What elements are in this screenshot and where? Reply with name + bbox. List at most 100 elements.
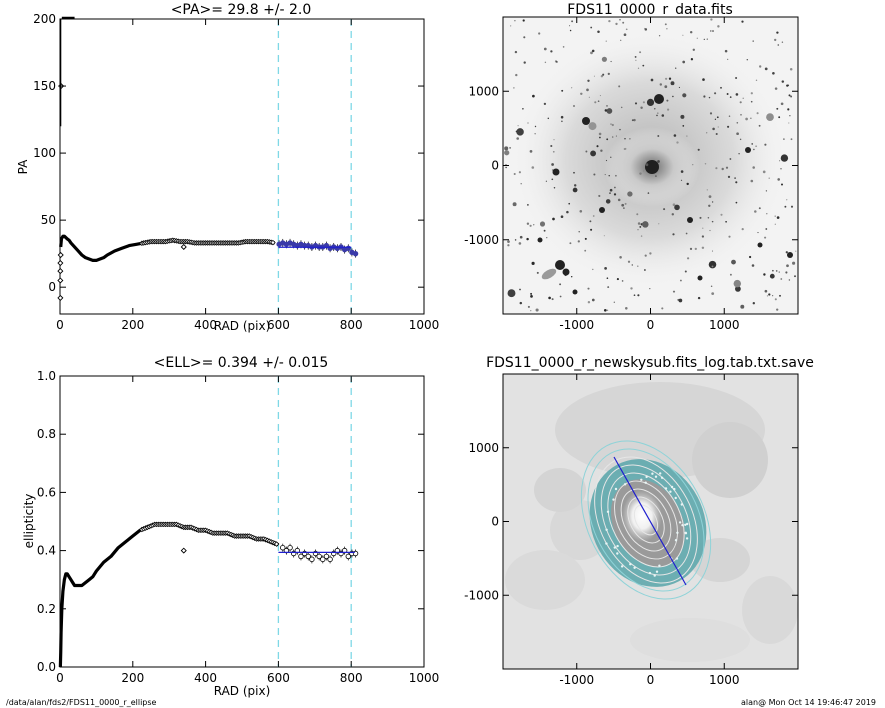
img2-speck — [664, 487, 668, 490]
img1-star — [706, 132, 708, 134]
img2-speck — [644, 481, 647, 484]
img1-star — [715, 132, 718, 136]
ell-xtick-label: 200 — [121, 671, 144, 685]
img1-star — [517, 125, 519, 127]
img2-speck — [606, 510, 610, 513]
img1-star — [650, 78, 654, 82]
img1-star — [790, 205, 794, 208]
img1-star — [606, 277, 609, 280]
img1-xtick-label: -1000 — [559, 318, 594, 332]
img1-star — [740, 304, 745, 309]
img1-star — [738, 152, 740, 155]
ell-xtick-label: 1000 — [409, 671, 440, 685]
img2-speck — [605, 528, 608, 531]
img1-star — [644, 254, 647, 257]
img1-star — [697, 148, 700, 151]
img1-star — [768, 177, 770, 179]
mask-blob — [505, 550, 585, 610]
img1-star — [602, 73, 605, 76]
img1-star — [630, 287, 633, 290]
img1-star — [659, 83, 663, 86]
img1-star — [692, 164, 694, 166]
img1-star — [772, 269, 774, 272]
img2-speck — [648, 571, 652, 575]
img1-star — [673, 134, 677, 137]
ell-outlier-point — [180, 547, 187, 554]
img1-bright-star — [555, 260, 565, 270]
img1-star — [742, 97, 744, 99]
img2-speck — [658, 564, 661, 567]
img1-star — [664, 85, 668, 89]
img1-star — [781, 41, 784, 43]
ell-ytick-label: 0.0 — [37, 660, 56, 674]
img1-star — [731, 259, 736, 265]
img1-star — [526, 237, 529, 241]
img1-star — [661, 307, 664, 310]
img1-star — [699, 216, 702, 219]
mask-blob — [692, 422, 768, 498]
img1-star — [692, 48, 695, 51]
img1-star — [765, 228, 768, 230]
img1-star — [571, 20, 574, 23]
img1-star — [752, 302, 755, 305]
pa-ticks: 0 200 400 600 800 1000 0 50 100 150 200 — [33, 12, 439, 332]
img1-star — [516, 128, 524, 136]
img1-star — [514, 19, 516, 22]
ell-fit-point — [323, 553, 330, 560]
img1-star — [543, 102, 547, 106]
ell-data-point — [273, 541, 280, 547]
img1-star — [519, 235, 523, 239]
ell-fit-point — [298, 553, 304, 560]
img1-star — [601, 56, 608, 62]
img1-star — [710, 30, 712, 32]
img2-isophote — [614, 480, 678, 560]
ell-plot-frame — [59, 375, 425, 668]
img1-star — [530, 310, 532, 312]
ell-ticks: 0 200 400 600 800 1000 0.0 0.2 0.4 0.6 0.8 1.0 — [37, 369, 439, 685]
img2-isophote — [600, 464, 692, 576]
img1-star — [682, 34, 684, 36]
img1-star — [546, 237, 548, 239]
img1-star — [672, 203, 676, 207]
img1-star — [661, 114, 665, 117]
img1-star — [701, 235, 705, 238]
img1-star — [670, 81, 675, 86]
img1-star — [751, 143, 753, 145]
img1-star — [561, 120, 563, 123]
img1-star — [604, 109, 608, 112]
img1-star — [686, 182, 689, 186]
img1-star — [607, 286, 610, 289]
img1-star — [644, 27, 646, 29]
img1-star — [539, 221, 546, 227]
img1-bright-star — [787, 252, 793, 258]
img1-star — [619, 256, 622, 259]
img1-star — [755, 79, 758, 82]
footer-path: /data/alan/fds2/FDS11_0000_r_ellipse — [6, 698, 157, 707]
pa-ytick-label: 0 — [48, 280, 56, 294]
img1-star — [668, 77, 672, 80]
img1-star — [714, 92, 717, 95]
img2-xtick-label: 0 — [647, 673, 655, 687]
img1-star — [510, 25, 512, 27]
img1-star — [571, 87, 573, 89]
img1-star — [733, 279, 742, 288]
img1-star — [711, 220, 714, 223]
img1-star — [755, 145, 757, 147]
img2-speck — [623, 483, 627, 486]
pa-plot-frame — [59, 18, 425, 315]
img2-ytick-label: 1000 — [468, 441, 499, 455]
img1-star — [509, 146, 512, 149]
img1-star — [704, 163, 707, 165]
img1-star — [548, 296, 551, 300]
img2-ticks: -1000 0 1000 -1000 0 1000 — [464, 374, 798, 687]
img1-star — [623, 33, 627, 37]
img1-star — [679, 279, 682, 282]
img1-star — [594, 101, 597, 104]
img1-star — [519, 301, 523, 305]
img1-star — [593, 75, 595, 77]
img2-isophote — [607, 472, 685, 568]
img1-star — [728, 235, 731, 238]
img2-ytick-label: -1000 — [464, 588, 499, 602]
img1-star — [657, 160, 660, 163]
img1-star — [600, 74, 604, 78]
